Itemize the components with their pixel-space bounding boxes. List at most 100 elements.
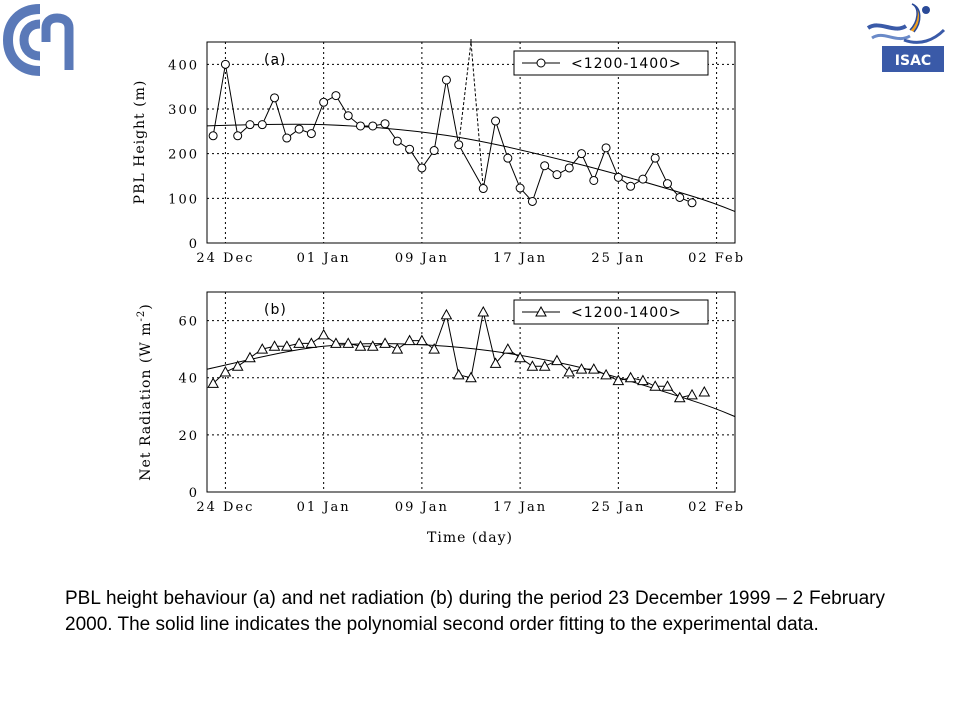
data-point (257, 120, 267, 130)
data-point (613, 172, 623, 182)
data-point (526, 360, 539, 371)
x-tick-label: 17 Jan (493, 251, 547, 266)
dashed-excursion (458, 41, 484, 189)
data-point (638, 174, 648, 184)
data-point (416, 334, 428, 346)
data-point (503, 153, 513, 163)
plot-frame-b (206, 291, 736, 493)
data-point (501, 343, 514, 354)
data-point (317, 328, 330, 340)
x-tick-label: 09 Jan (395, 500, 449, 515)
data-point (306, 129, 316, 139)
data-point (220, 59, 230, 69)
data-point (245, 120, 255, 130)
data-point (552, 170, 562, 180)
y-tick-label: 0 (189, 486, 199, 501)
x-tick-label: 01 Jan (297, 500, 351, 515)
data-point (626, 181, 636, 191)
panel-label-a: (a) (264, 52, 287, 68)
y-tick-label: 60 (178, 315, 199, 330)
legend-a: <1200-1400> (513, 50, 709, 76)
y-ticks-b: 0 20 40 60 (178, 315, 199, 501)
legend-marker-b (535, 305, 547, 317)
x-ticks-b: 24 Dec 01 Jan 09 Jan 17 Jan 25 Jan 02 Feb (196, 500, 745, 515)
data-point (219, 365, 232, 377)
data-point (612, 374, 625, 386)
x-tick-label: 25 Jan (591, 251, 645, 266)
data-point (331, 91, 341, 101)
data-point (417, 163, 427, 173)
data-point (268, 340, 281, 351)
y-ticks-a: 0 100 200 300 400 (168, 58, 199, 252)
data-point (477, 305, 490, 317)
data-point (233, 131, 243, 141)
data-point (538, 360, 551, 371)
data-point (294, 124, 304, 134)
data-point (441, 75, 451, 85)
data-point (624, 371, 637, 383)
data-point (600, 368, 612, 380)
data-point (280, 340, 293, 351)
data-point (465, 371, 477, 383)
legend-label-b: <1200-1400> (571, 305, 682, 321)
data-point (392, 136, 402, 146)
data-point (601, 143, 611, 153)
fit-curve-b (207, 343, 735, 418)
legend-label-a: <1200-1400> (571, 56, 682, 72)
data-point (391, 343, 404, 354)
data-point (366, 340, 379, 351)
data-point (270, 93, 280, 103)
chart-panel-b: 24 Dec 01 Jan 09 Jan 17 Jan 25 Jan 02 Feb 0 20… (136, 291, 745, 546)
x-tick-label: 25 Jan (591, 500, 645, 515)
data-point (379, 337, 391, 348)
data-point (231, 360, 244, 371)
data-point (354, 340, 367, 351)
x-tick-label: 24 Dec (196, 251, 254, 266)
data-point (661, 380, 674, 391)
data-point (207, 377, 219, 388)
data-point (429, 146, 439, 156)
data-point (514, 351, 526, 363)
isac-logo-text: ISAC (895, 53, 931, 69)
data-point (675, 192, 685, 202)
legend-marker-a (536, 58, 546, 68)
data-point (575, 363, 588, 374)
data-point (589, 175, 599, 185)
isac-badge (882, 46, 944, 72)
y-tick-label: 200 (168, 148, 199, 163)
fit-curve-a (207, 123, 735, 213)
data-point (208, 131, 218, 141)
data-point (256, 343, 269, 354)
data-point (319, 97, 329, 107)
fit-curve-line (207, 343, 735, 418)
charts-figure: 24 Dec 01 Jan 09 Jan 17 Jan 25 Jan 02 Feb 0 10… (132, 39, 745, 546)
y-axis-title-b: Net Radiation (W m-2) (136, 303, 154, 480)
data-point (330, 337, 342, 348)
data-point (686, 388, 698, 400)
x-tick-label: 02 Feb (688, 251, 745, 266)
legend-b: <1200-1400> (513, 299, 709, 325)
data-point (577, 149, 587, 159)
isac-logo: ISAC (866, 3, 946, 72)
data-point (515, 183, 525, 193)
excursion-marker (468, 39, 474, 45)
data-point (342, 337, 355, 348)
series-b (207, 305, 711, 403)
series-line (212, 64, 693, 204)
x-tick-label: 02 Feb (688, 500, 745, 515)
data-point (368, 121, 378, 131)
y-tick-label: 20 (178, 429, 199, 444)
data-point (662, 179, 672, 189)
chart-panel-a: 24 Dec 01 Jan 09 Jan 17 Jan 25 Jan 02 Feb 0 10… (132, 39, 745, 266)
series-a (208, 39, 697, 208)
x-tick-label: 09 Jan (395, 251, 449, 266)
data-point (673, 391, 686, 403)
data-point (454, 140, 464, 150)
data-point (343, 111, 353, 121)
cnr-logo (2, 4, 74, 76)
data-point (551, 354, 563, 366)
panel-label-b: (b) (264, 302, 287, 318)
x-tick-label: 01 Jan (297, 251, 351, 266)
data-point (491, 116, 501, 126)
data-point (637, 374, 649, 386)
